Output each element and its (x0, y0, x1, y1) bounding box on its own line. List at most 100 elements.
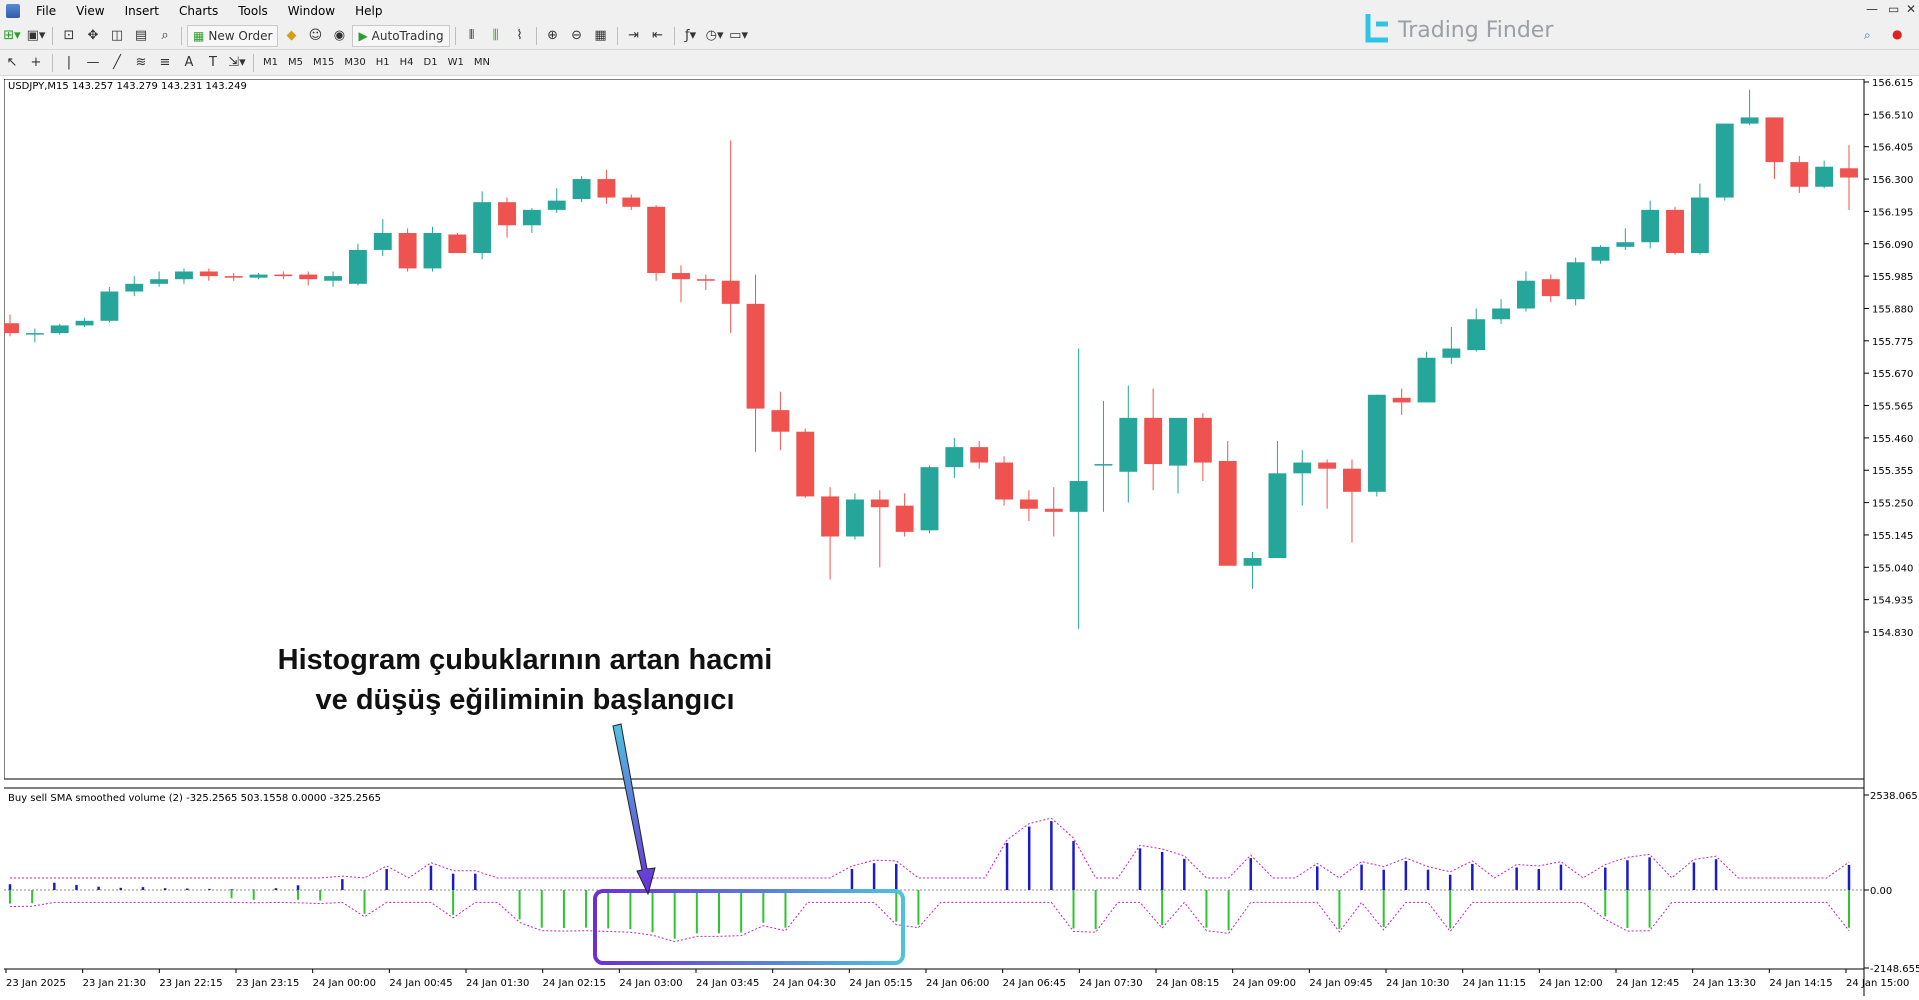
candle-body (721, 280, 740, 304)
menu-charts[interactable]: Charts (179, 4, 219, 18)
candle-body (1268, 473, 1287, 559)
signals-icon[interactable]: ◉ (333, 28, 346, 43)
trendline-icon[interactable]: ╱ (113, 55, 121, 70)
autotrading-button[interactable]: ▶ AutoTrading (352, 24, 450, 47)
close-button[interactable]: ✕ (1906, 2, 1917, 16)
time-tick-label: 24 Jan 01:30 (466, 978, 529, 989)
timeframe-w1[interactable]: W1 (447, 57, 464, 68)
time-tick-label: 24 Jan 03:45 (696, 978, 759, 989)
price-tick-label: 156.615 (1872, 79, 1913, 89)
timeframe-h4[interactable]: H4 (399, 57, 414, 68)
navigator-icon[interactable]: ✥ (87, 28, 99, 43)
line-chart-icon[interactable]: ⌇ (516, 28, 523, 43)
annotation-line-1: Histogram çubuklarının artan hacmi (277, 644, 773, 676)
candle-body (1293, 462, 1312, 474)
candle-body (746, 303, 765, 409)
timeframe-m1[interactable]: M1 (263, 57, 278, 68)
terminal-icon[interactable]: ▤ (134, 28, 148, 43)
zoom-in-icon[interactable]: ⊕ (547, 28, 559, 43)
app-icon (6, 4, 20, 18)
menu-file[interactable]: File (36, 4, 57, 18)
text-label-icon[interactable]: T (209, 55, 217, 70)
search-icon[interactable]: ⌕ (1864, 28, 1871, 42)
cursor-icon[interactable]: ↖ (6, 55, 18, 70)
bar-chart-icon[interactable]: ⫴ (468, 28, 475, 43)
chart-shift-icon[interactable]: ⇤ (652, 28, 664, 43)
price-tick-label: 155.355 (1872, 466, 1913, 477)
market-watch-icon[interactable]: ⊡ (63, 28, 75, 43)
periods-icon[interactable]: ◷▾ (705, 28, 724, 43)
community-icon[interactable]: ☺ (308, 28, 323, 43)
price-tick-label: 154.935 (1872, 596, 1913, 607)
candle-body (100, 291, 119, 321)
candle-body (1715, 123, 1734, 198)
chart-window[interactable]: USDJPY,M15 143.257 143.279 143.231 143.2… (1, 78, 1919, 996)
separator (454, 26, 456, 45)
timeframe-m5[interactable]: M5 (288, 57, 303, 68)
timeframe-d1[interactable]: D1 (423, 57, 438, 68)
menu-insert[interactable]: Insert (124, 4, 159, 18)
time-tick-label: 23 Jan 2025 (6, 978, 66, 989)
new-chart-icon[interactable]: ⊞▾ (3, 28, 21, 43)
candle-body (821, 496, 840, 537)
timeframe-h1[interactable]: H1 (375, 57, 390, 68)
new-order-button[interactable]: ▦ New Order (187, 24, 279, 47)
time-tick-label: 24 Jan 10:30 (1386, 978, 1449, 989)
timeframe-m15[interactable]: M15 (313, 57, 335, 68)
separator (52, 26, 53, 45)
time-tick-label: 24 Jan 05:15 (849, 978, 912, 989)
price-chart[interactable]: USDJPY,M15 143.257 143.279 143.231 143.2… (1, 78, 1919, 996)
horizontal-line-icon[interactable]: — (86, 55, 100, 70)
restore-button[interactable]: ▭ (1888, 2, 1900, 16)
candle-body (1442, 348, 1461, 358)
time-tick-label: 23 Jan 21:30 (83, 978, 146, 989)
candle-body (25, 333, 44, 335)
separator (52, 53, 53, 72)
menu-window[interactable]: Window (287, 4, 336, 18)
candle-body (1243, 558, 1262, 566)
candlestick-icon[interactable]: ⫼ (492, 28, 499, 43)
profiles-icon[interactable]: ▣▾ (26, 28, 46, 43)
vertical-line-icon[interactable]: | (66, 55, 72, 70)
candle-body (1541, 279, 1560, 297)
separator (253, 53, 254, 72)
tile-windows-icon[interactable]: ▦ (594, 28, 607, 43)
menu-help[interactable]: Help (355, 4, 383, 18)
timeframe-m30[interactable]: M30 (344, 57, 366, 68)
time-tick-label: 24 Jan 07:30 (1079, 978, 1142, 989)
candle-body (1, 323, 19, 334)
candle-body (1019, 499, 1038, 509)
text-icon[interactable]: A (184, 55, 194, 70)
candle-body (498, 202, 516, 226)
price-tick-label: 155.565 (1872, 402, 1913, 413)
fibonacci-icon[interactable]: ≡ (159, 55, 171, 70)
drawing-toolbar: ↖ + | — ╱ ≋ ≡ A T ⇲▾ M1 M5 M15 M30 H1 H4… (0, 50, 1919, 76)
minimize-button[interactable]: — (1866, 2, 1878, 16)
price-tick-label: 155.460 (1872, 434, 1913, 445)
lower-band-line (9, 901, 1850, 943)
notifications-icon[interactable]: ● (1892, 27, 1903, 41)
price-tick-label: 156.090 (1872, 240, 1913, 251)
price-tick-label: 155.040 (1872, 563, 1913, 574)
data-window-icon[interactable]: ◫ (110, 28, 124, 43)
time-scale: 23 Jan 2025 23 Jan 21:30 23 Jan 22:15 23 Ja… (5, 969, 1909, 989)
zoom-out-icon[interactable]: ⊖ (571, 28, 583, 43)
templates-icon[interactable]: ▭▾ (729, 28, 748, 43)
separator (181, 26, 182, 45)
indicators-icon[interactable]: ƒ▾ (685, 28, 697, 43)
time-tick-label: 24 Jan 12:00 (1539, 978, 1602, 989)
menu-view[interactable]: View (76, 4, 105, 18)
equidistant-channel-icon[interactable]: ≋ (135, 55, 147, 70)
menu-tools[interactable]: Tools (238, 4, 268, 18)
auto-scroll-icon[interactable]: ⇥ (628, 28, 640, 43)
arrows-icon[interactable]: ⇲▾ (228, 55, 246, 70)
time-tick-label: 24 Jan 14:15 (1769, 978, 1832, 989)
candle-body (1367, 394, 1386, 492)
candle-body (1591, 246, 1610, 261)
metaeditor-icon[interactable]: ◆ (286, 28, 297, 43)
strategy-tester-icon[interactable]: ⌕ (161, 28, 169, 43)
candle-body (1492, 308, 1511, 320)
crosshair-icon[interactable]: + (30, 55, 42, 70)
candle-body (348, 249, 367, 284)
timeframe-mn[interactable]: MN (473, 57, 490, 68)
